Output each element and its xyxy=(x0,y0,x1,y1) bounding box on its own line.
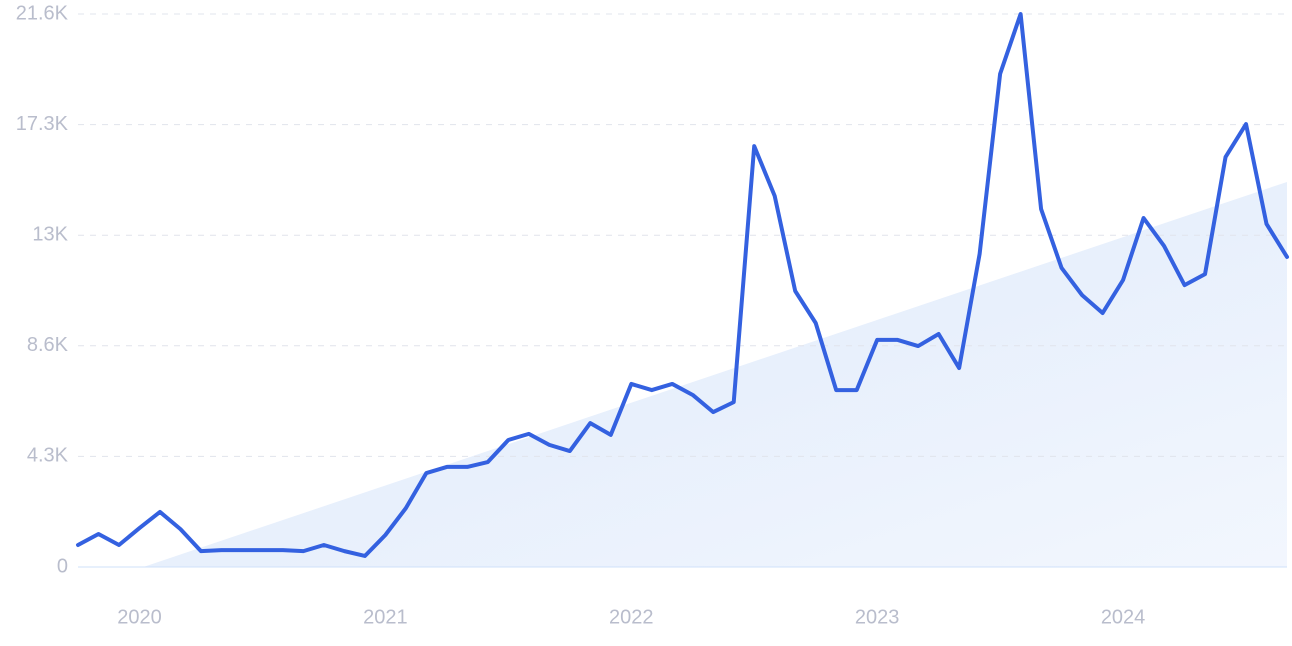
y-tick-label: 13K xyxy=(32,223,68,245)
x-tick-label: 2021 xyxy=(363,606,408,628)
x-tick-label: 2020 xyxy=(117,606,162,628)
y-tick-label: 0 xyxy=(57,555,68,577)
y-tick-label: 17.3K xyxy=(16,113,69,135)
line xyxy=(76,12,1289,558)
x-tick-label: 2022 xyxy=(609,606,654,628)
y-tick-label: 4.3K xyxy=(27,445,69,467)
y-tick-label: 21.6K xyxy=(16,2,69,24)
x-tick-label: 2024 xyxy=(1101,606,1146,628)
trend-area xyxy=(78,181,1287,567)
x-tick-label: 2023 xyxy=(855,606,900,628)
y-tick-label: 8.6K xyxy=(27,334,69,356)
